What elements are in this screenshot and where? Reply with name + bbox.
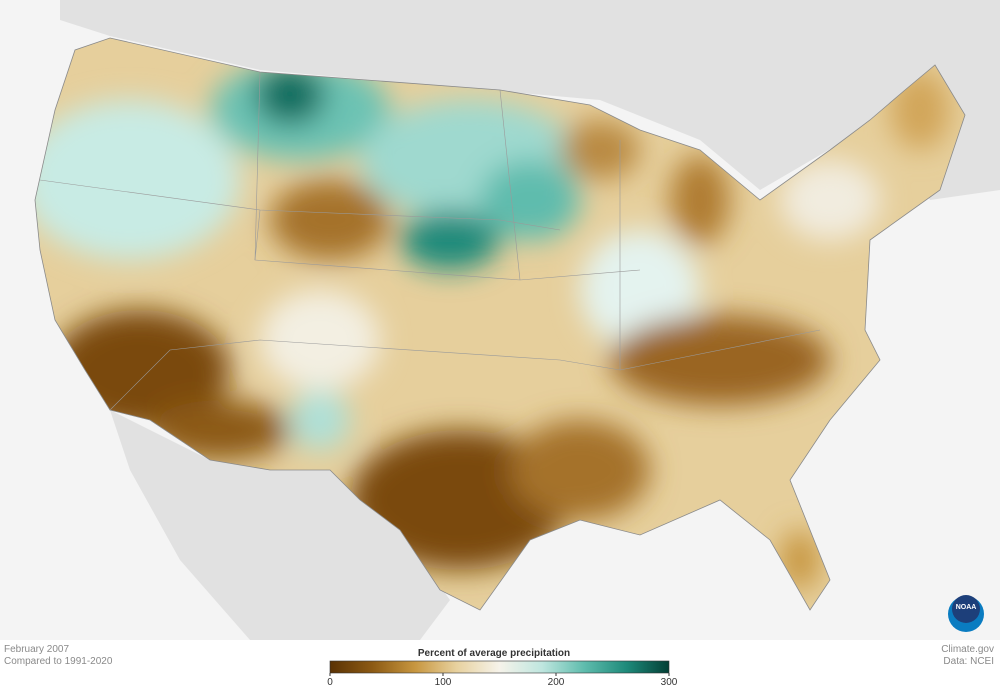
tick-label: 300 (661, 677, 678, 688)
tick-label: 200 (548, 677, 565, 688)
data-credit: Data: NCEI (943, 656, 994, 667)
noaa-logo: NOAA (948, 595, 984, 632)
precipitation-map (35, 38, 965, 610)
baseline: Compared to 1991-2020 (4, 656, 113, 667)
canada (60, 0, 1000, 200)
legend-ticks: 0 100 200 300 (327, 673, 678, 688)
tick-label: 100 (435, 677, 452, 688)
color-bar (329, 660, 670, 674)
logo-text: NOAA (956, 604, 977, 611)
mexico (110, 410, 450, 640)
source: Climate.gov (941, 644, 994, 655)
legend-title: Percent of average precipitation (418, 648, 570, 659)
tick-label: 0 (327, 677, 333, 688)
date: February 2007 (4, 644, 69, 655)
us-outline (34, 37, 966, 611)
